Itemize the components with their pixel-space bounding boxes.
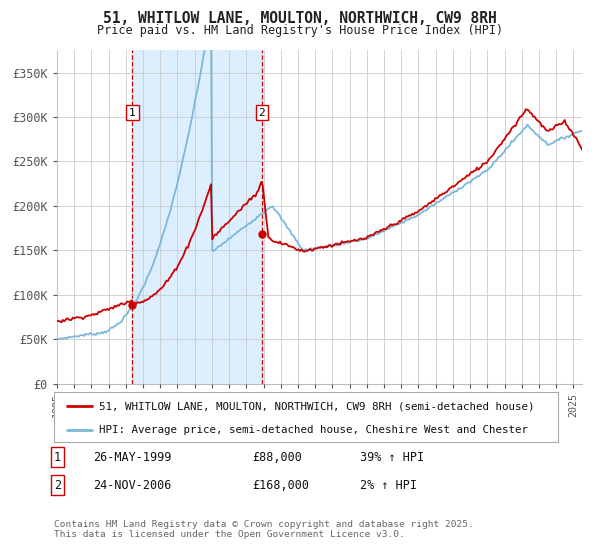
Text: 1: 1 — [129, 108, 136, 118]
Text: 51, WHITLOW LANE, MOULTON, NORTHWICH, CW9 8RH: 51, WHITLOW LANE, MOULTON, NORTHWICH, CW… — [103, 11, 497, 26]
Text: 39% ↑ HPI: 39% ↑ HPI — [360, 451, 424, 464]
Text: 26-MAY-1999: 26-MAY-1999 — [93, 451, 172, 464]
Text: 2% ↑ HPI: 2% ↑ HPI — [360, 479, 417, 492]
Text: HPI: Average price, semi-detached house, Cheshire West and Chester: HPI: Average price, semi-detached house,… — [100, 425, 529, 435]
Text: 51, WHITLOW LANE, MOULTON, NORTHWICH, CW9 8RH (semi-detached house): 51, WHITLOW LANE, MOULTON, NORTHWICH, CW… — [100, 401, 535, 411]
Text: 2: 2 — [54, 479, 61, 492]
Text: 2: 2 — [259, 108, 265, 118]
Text: 24-NOV-2006: 24-NOV-2006 — [93, 479, 172, 492]
Text: Contains HM Land Registry data © Crown copyright and database right 2025.
This d: Contains HM Land Registry data © Crown c… — [54, 520, 474, 539]
Text: Price paid vs. HM Land Registry's House Price Index (HPI): Price paid vs. HM Land Registry's House … — [97, 24, 503, 36]
Text: £168,000: £168,000 — [252, 479, 309, 492]
Text: 1: 1 — [54, 451, 61, 464]
Text: £88,000: £88,000 — [252, 451, 302, 464]
Bar — [133, 50, 262, 384]
